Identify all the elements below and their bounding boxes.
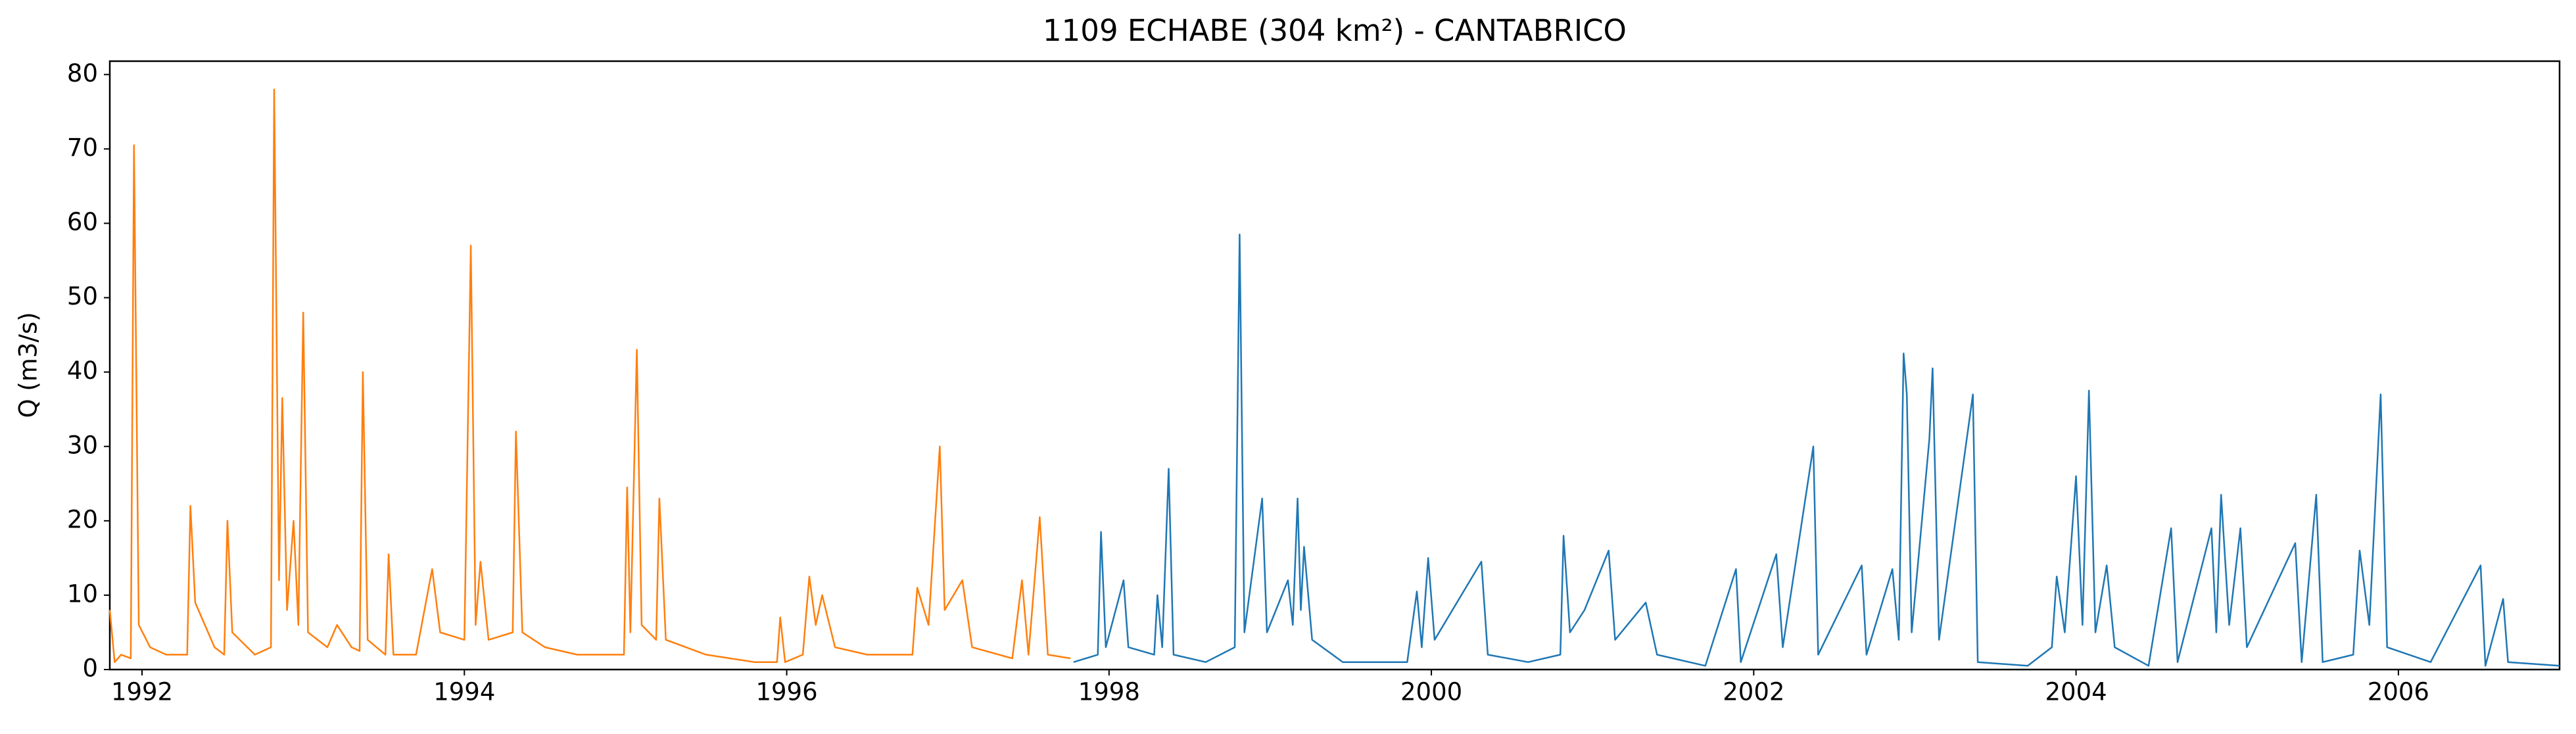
y-tick-label: 60 [67,208,98,236]
x-tick-label: 2004 [2045,678,2107,706]
y-tick-label: 30 [67,431,98,459]
plot-frame [108,60,2561,671]
y-tick-label: 10 [67,579,98,608]
x-tick-label: 1994 [433,678,495,706]
flow-line [1073,233,2560,667]
y-tick-label: 70 [67,134,98,162]
y-tick-label: 40 [67,356,98,385]
y-tick-label: 0 [82,654,98,683]
x-tick-label: 2000 [1400,678,1462,706]
x-tick-label: 2006 [2368,678,2429,706]
chart-title: 1109 ECHABE (304 km²) - CANTABRICO [1043,13,1627,48]
y-tick-label: 50 [67,282,98,310]
y-axis-label: Q (m3/s) [14,312,43,418]
y-tick-label: 80 [67,59,98,87]
x-tick-label: 1998 [1078,678,1140,706]
x-tick-label: 1996 [755,678,817,706]
flow-line [108,88,1071,663]
x-tick-label: 2002 [1723,678,1784,706]
x-tick-label: 1992 [111,678,173,706]
y-tick-label: 20 [67,505,98,533]
